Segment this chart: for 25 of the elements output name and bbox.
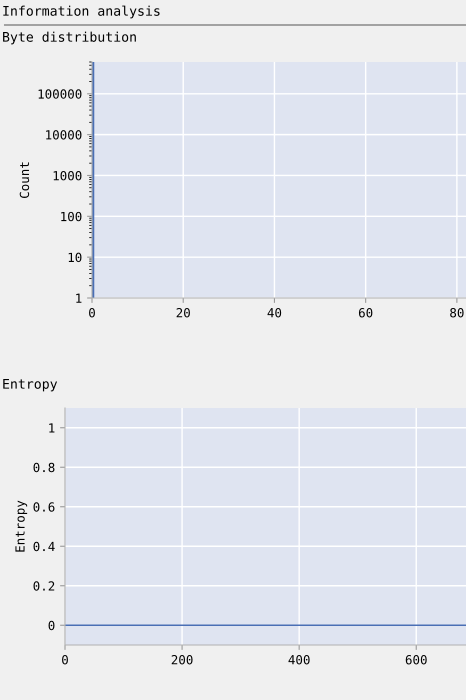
y-tick-label: 1000	[54, 170, 82, 180]
y-tick-label: 1	[76, 294, 82, 303]
y-tick-label: 10000	[46, 130, 82, 140]
y-tick-label: 0.2	[34, 581, 54, 591]
y-tick-label: 100	[61, 212, 82, 222]
y-axis-title: Entropy	[15, 500, 28, 552]
y-tick-label: 0.8	[34, 462, 54, 472]
y-tick-label: 0.4	[34, 542, 55, 552]
y-tick-label: 0.6	[34, 502, 54, 512]
chart-title: Entropy	[3, 379, 58, 392]
x-tick-label: 600	[406, 655, 427, 664]
x-tick-label: 20	[176, 308, 190, 318]
x-tick-label: 40	[268, 308, 282, 318]
chart-subtitle: Byte distribution	[3, 32, 136, 44]
y-tick-label: 10	[68, 252, 82, 262]
y-axis-title: Count	[20, 162, 30, 198]
x-tick-label: 60	[358, 308, 372, 318]
x-tick-label: 0	[89, 308, 95, 318]
y-tick-label: 100000	[38, 89, 82, 99]
x-tick-label: 80	[450, 308, 464, 318]
x-tick-label: 200	[172, 655, 193, 664]
y-tick-label: 0	[48, 620, 54, 630]
chart-title: Information analysis	[3, 6, 160, 18]
y-tick-label: 1	[49, 423, 54, 433]
x-tick-label: 400	[288, 655, 310, 664]
